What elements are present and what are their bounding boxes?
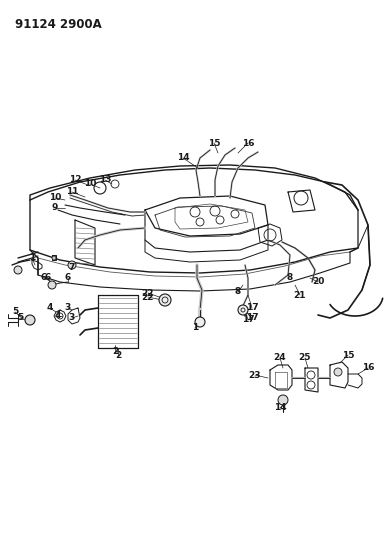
Text: 15: 15: [208, 139, 220, 148]
Text: 20: 20: [312, 278, 324, 287]
Text: 7: 7: [69, 263, 75, 272]
Text: 8: 8: [287, 273, 293, 282]
Circle shape: [52, 256, 56, 260]
Text: 24: 24: [274, 353, 286, 362]
Circle shape: [278, 395, 288, 405]
Text: 1: 1: [192, 324, 198, 333]
Circle shape: [195, 317, 205, 327]
Text: 4: 4: [55, 311, 61, 320]
Circle shape: [159, 294, 171, 306]
Text: 8: 8: [235, 287, 241, 296]
Circle shape: [334, 368, 342, 376]
Circle shape: [238, 305, 248, 315]
Text: 17: 17: [246, 303, 258, 312]
Text: 16: 16: [362, 364, 374, 373]
Text: 3: 3: [65, 303, 71, 312]
Text: 1: 1: [29, 254, 35, 262]
Text: 16: 16: [242, 139, 254, 148]
Text: 4: 4: [47, 303, 53, 312]
Circle shape: [48, 281, 56, 289]
Text: 6: 6: [41, 273, 47, 282]
Text: 2: 2: [112, 348, 118, 357]
Circle shape: [68, 261, 76, 269]
Text: 2: 2: [115, 351, 121, 359]
Text: 22: 22: [142, 293, 154, 302]
Text: 5: 5: [12, 308, 18, 317]
Circle shape: [25, 315, 35, 325]
Text: 14: 14: [274, 403, 286, 413]
Text: 3: 3: [69, 313, 75, 322]
Text: 5: 5: [17, 313, 23, 322]
Text: 22: 22: [142, 288, 154, 297]
Text: 91124 2900A: 91124 2900A: [15, 18, 102, 31]
Text: 15: 15: [342, 351, 354, 359]
Text: 10: 10: [49, 193, 61, 203]
Text: 6: 6: [45, 273, 51, 282]
Text: 14: 14: [177, 154, 189, 163]
Text: 10: 10: [84, 180, 96, 189]
Text: 23: 23: [249, 370, 261, 379]
Text: 6: 6: [65, 273, 71, 282]
Text: 17: 17: [242, 316, 254, 325]
Text: 17: 17: [246, 313, 258, 322]
Text: 25: 25: [299, 353, 311, 362]
Circle shape: [14, 266, 22, 274]
Text: 12: 12: [69, 175, 81, 184]
Text: 21: 21: [294, 290, 306, 300]
Text: 9: 9: [52, 204, 58, 213]
Text: 11: 11: [66, 188, 78, 197]
Text: 13: 13: [99, 175, 111, 184]
